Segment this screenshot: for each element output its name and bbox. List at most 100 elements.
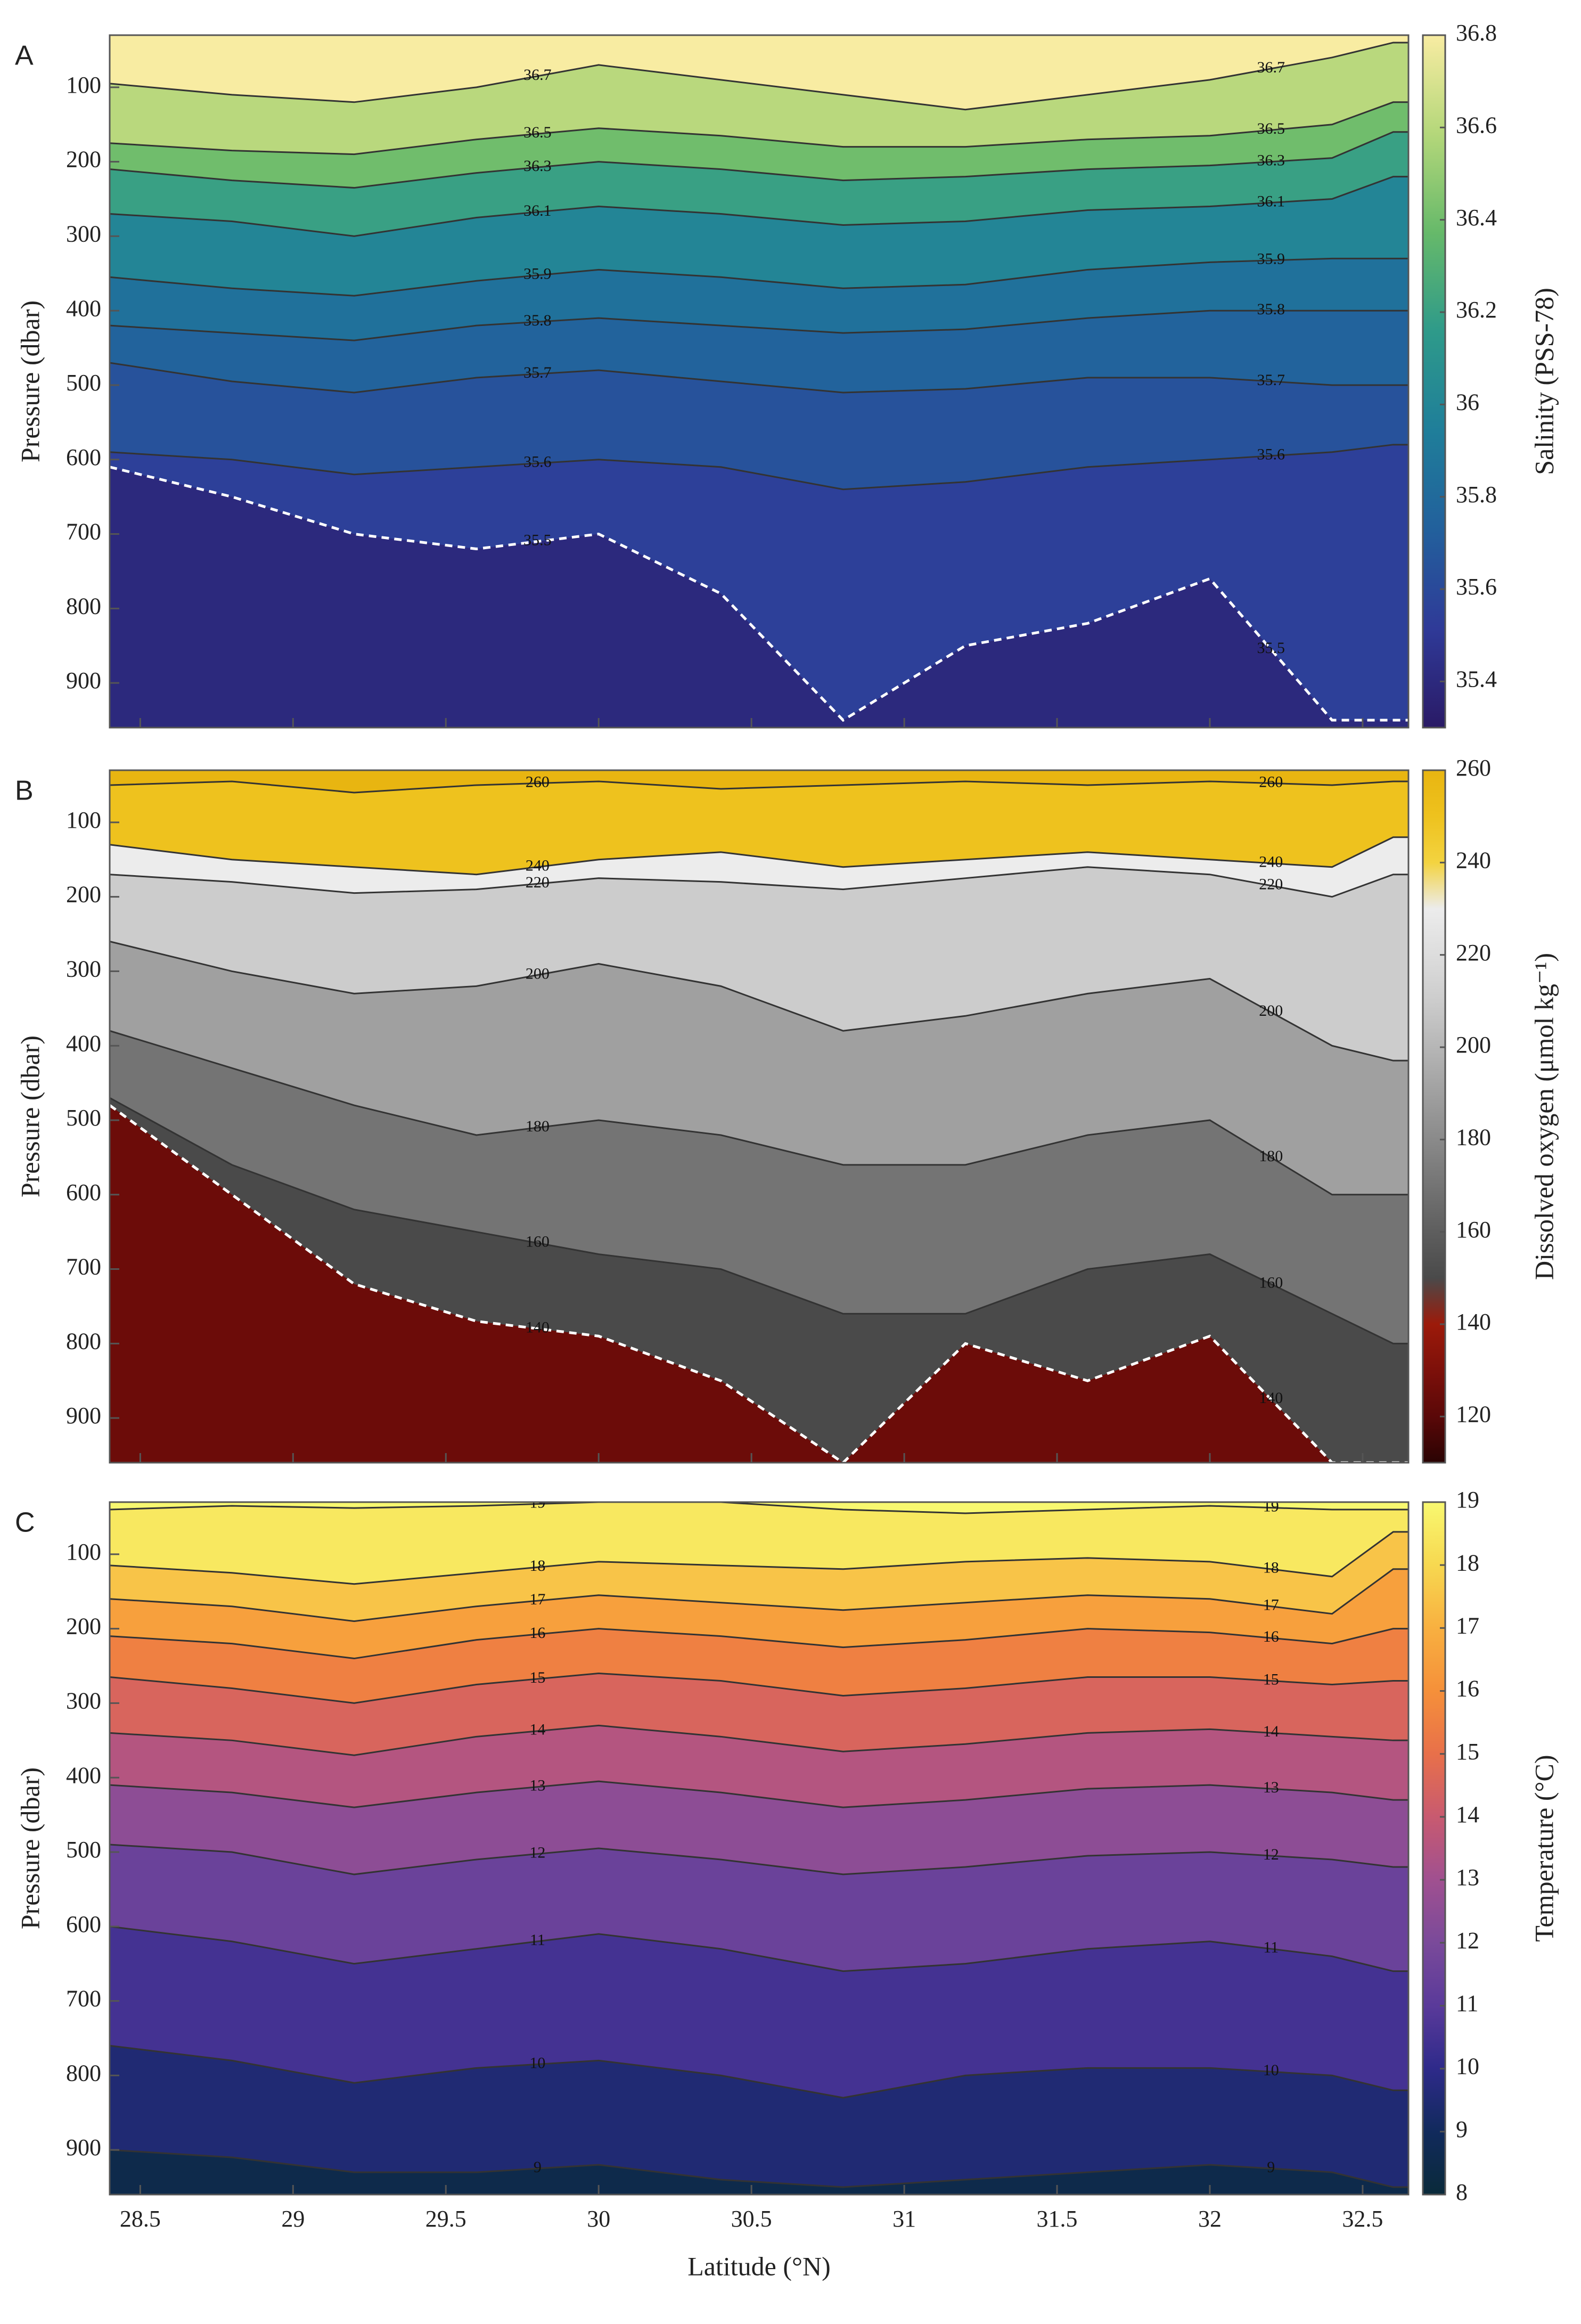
- y-tick-label: 600: [66, 444, 101, 470]
- contour-label: 140: [1259, 1389, 1283, 1407]
- contour-label: 35.8: [1257, 300, 1285, 318]
- colorbar-tick-label: 36.6: [1456, 112, 1497, 138]
- contour-label: 35.7: [523, 364, 552, 381]
- contour-label: 16: [529, 1624, 545, 1642]
- contour-line: [110, 1628, 1408, 1660]
- colorbar-label: Dissolved oxygen (μmol kg⁻¹): [1529, 953, 1559, 1280]
- contour-label: 11: [530, 1931, 545, 1949]
- colorbar-tick-label: 17: [1456, 1612, 1479, 1638]
- colorbar-tick-label: 260: [1456, 755, 1491, 781]
- contour-line: [110, 780, 1408, 794]
- contour-label: 240: [1259, 853, 1283, 871]
- colorbar-tick-label: 19: [1456, 1487, 1479, 1513]
- colorbar-tick-label: 36.8: [1456, 20, 1497, 46]
- colorbar-label: Salinity (PSS-78): [1529, 288, 1559, 475]
- contour-fill: [110, 1105, 1408, 1463]
- contour-line: [110, 1844, 1408, 1875]
- y-tick-label: 700: [66, 1986, 101, 2012]
- x-tick-label: 29: [281, 2206, 305, 2232]
- contour-label: 16: [1263, 1628, 1279, 1645]
- contour-label: 15: [529, 1669, 545, 1686]
- contour-label: 17: [1263, 1596, 1279, 1614]
- contour-label: 220: [1259, 876, 1283, 893]
- contour-label: 12: [529, 1844, 545, 1861]
- contour-label: 36.3: [1257, 152, 1285, 169]
- contour-line: [110, 1097, 1408, 1344]
- contour-line: [110, 362, 1408, 394]
- colorbar-tick-label: 18: [1456, 1550, 1479, 1576]
- x-tick-label: 32: [1198, 2206, 1222, 2232]
- y-tick-label: 400: [66, 1762, 101, 1788]
- y-tick-label: 100: [66, 72, 101, 98]
- y-axis-label: Pressure (dbar): [15, 1035, 45, 1197]
- contour-label: 36.3: [523, 157, 552, 175]
- contour-label: 160: [1259, 1274, 1283, 1291]
- colorbar-tick-label: 220: [1456, 940, 1491, 966]
- plot-frame: [109, 34, 1410, 729]
- contour-line: [110, 1724, 1408, 1756]
- contour-line: [110, 2149, 1408, 2188]
- y-tick-label: 900: [66, 2134, 101, 2160]
- contour-label: 19: [529, 1494, 545, 1511]
- y-tick-label: 300: [66, 1688, 101, 1714]
- contour-label: 260: [1259, 773, 1283, 790]
- plot-frame: [109, 769, 1410, 1464]
- contour-line: [110, 444, 1408, 491]
- contour-line: [110, 176, 1408, 237]
- contour-line: [110, 131, 1408, 189]
- colorbar-tick-label: 120: [1456, 1401, 1491, 1427]
- y-tick-label: 500: [66, 370, 101, 396]
- contour-label: 15: [1263, 1670, 1279, 1688]
- field: 36.7 36.7 36.5 36.5 36.3 36.3 36.1 36.1 35.9 35.9…: [110, 35, 1408, 728]
- x-tick-label: 30.5: [731, 2206, 772, 2232]
- colorbar-tick-label: 13: [1456, 1864, 1479, 1890]
- contour-label: 36.5: [523, 124, 552, 141]
- colorbar-tick-label: 10: [1456, 2053, 1479, 2080]
- y-tick-label: 900: [66, 1402, 101, 1429]
- contour-line: [110, 1673, 1408, 1704]
- contour-label: 240: [526, 857, 550, 875]
- colorbar-tick-label: 160: [1456, 1217, 1491, 1243]
- colorbar-label: Temperature (°C): [1529, 1755, 1559, 1942]
- contour-label: 10: [529, 2054, 545, 2072]
- contour-label: 160: [526, 1233, 550, 1251]
- y-tick-label: 100: [66, 1539, 101, 1565]
- panel: 19 19 18 18 17 17 16 16 15 15 14 14 13 13 12 12 11 11 10 10…: [15, 1487, 1559, 2281]
- contour-line: [110, 941, 1408, 1062]
- panel-label: C: [15, 1507, 35, 1538]
- y-tick-label: 200: [66, 146, 101, 173]
- contour-label: 180: [526, 1118, 550, 1135]
- contour-line: [110, 1568, 1408, 1622]
- contour-line: [110, 866, 1408, 898]
- contour-line: [110, 309, 1408, 341]
- contour-label: 140: [526, 1318, 550, 1336]
- colorbar-tick-label: 35.6: [1456, 574, 1497, 600]
- contour-line: [110, 2044, 1408, 2099]
- y-tick-label: 300: [66, 221, 101, 247]
- y-tick-label: 400: [66, 1030, 101, 1056]
- y-axis-label: Pressure (dbar): [15, 300, 45, 462]
- colorbar-tick-label: 180: [1456, 1124, 1491, 1150]
- x-tick-label: 29.5: [425, 2206, 466, 2232]
- contour-label: 9: [534, 2158, 542, 2176]
- x-tick-label: 31: [892, 2206, 916, 2232]
- contour-label: 13: [1263, 1779, 1279, 1796]
- contour-label: 35.8: [523, 312, 552, 329]
- colorbar-tick-label: 9: [1456, 2116, 1468, 2142]
- contour-label: 18: [529, 1557, 545, 1575]
- field: 19 19 18 18 17 17 16 16 15 15 14 14 13 13 12 12 11 11 10 10…: [110, 1494, 1408, 2195]
- contour-label: 9: [1267, 2158, 1275, 2176]
- contour-label: 19: [1263, 1497, 1279, 1515]
- colorbar-tick-label: 35.4: [1456, 666, 1497, 692]
- panel-label: B: [15, 776, 34, 806]
- contour-label: 35.5: [1257, 639, 1285, 657]
- y-tick-label: 100: [66, 807, 101, 833]
- contour-line: [110, 1780, 1408, 1808]
- colorbar-tick-label: 8: [1456, 2179, 1468, 2205]
- colorbar-tick-label: 140: [1456, 1309, 1491, 1335]
- colorbar-tick-label: 36: [1456, 389, 1479, 415]
- colorbar: [1422, 34, 1446, 729]
- contour-label: 36.7: [523, 66, 552, 84]
